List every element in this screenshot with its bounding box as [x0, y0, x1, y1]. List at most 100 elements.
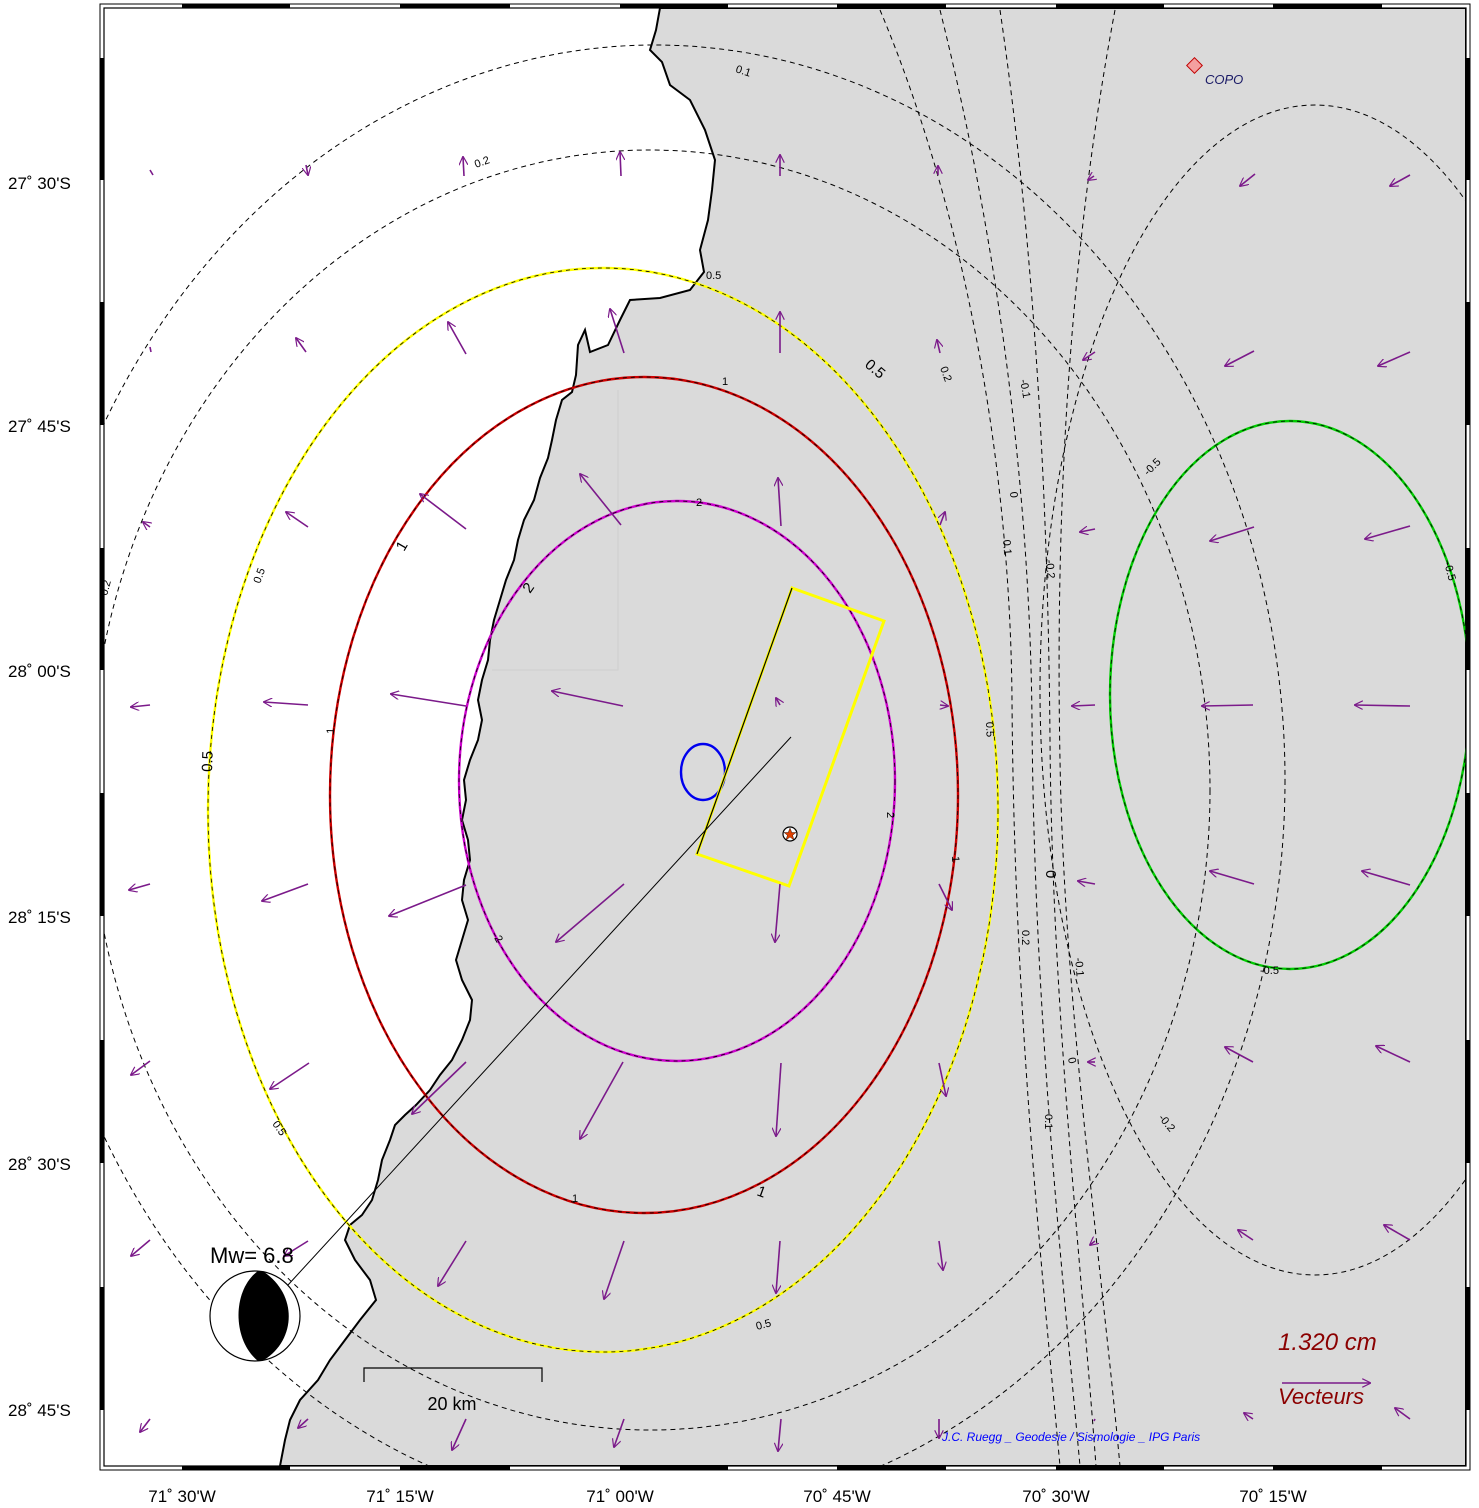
displacement-vector: [389, 884, 467, 916]
displacement-vector: [264, 702, 309, 705]
displacement-vector: [1090, 1241, 1095, 1245]
contour-label: 1: [325, 728, 337, 735]
displacement-vector: [580, 1061, 624, 1139]
contour-label: -0.2: [1043, 559, 1057, 579]
frame-tick-segment: [100, 1040, 104, 1163]
frame-tick-segment: [620, 1466, 728, 1470]
frame-tick-segment: [1466, 548, 1470, 670]
displacement-vector: [131, 1060, 151, 1075]
displacement-vectors: [129, 152, 1411, 1451]
displacement-vector: [306, 164, 308, 175]
contour-label: 0: [1042, 870, 1059, 878]
displacement-vector: [776, 1062, 782, 1136]
frame-tick-segment: [1466, 1287, 1470, 1410]
frame-tick-segment: [1466, 302, 1470, 425]
displacement-vector: [149, 169, 154, 176]
frame-tick-segment: [1273, 1466, 1382, 1470]
frame-ticks: [100, 4, 1470, 1470]
displacement-vector: [149, 346, 152, 353]
displacement-vector: [938, 883, 952, 910]
contour-label: 0.1: [1000, 539, 1013, 555]
lat-tick-label: 28˚ 45'S: [8, 1401, 71, 1420]
displacement-vector: [776, 1240, 780, 1293]
contour-label: 0.2: [937, 365, 954, 383]
contour-label: 2: [491, 934, 504, 945]
contour-label: 0.5: [983, 722, 996, 738]
frame-tick-segment: [1056, 4, 1164, 8]
lon-tick-label: 70˚ 45'W: [803, 1487, 871, 1506]
vector-scale: 1.320 cm Vecteurs: [1278, 1329, 1377, 1409]
lat-tick-label: 28˚ 30'S: [8, 1155, 71, 1174]
contour-label: 0.1: [1042, 1114, 1054, 1129]
contour-label: 0.5: [706, 270, 721, 282]
frame-tick-segment: [182, 1466, 290, 1470]
contour-0-2: [104, 149, 1211, 1431]
displacement-vector: [580, 474, 622, 526]
displacement-vector: [938, 1062, 946, 1096]
displacement-vector: [1395, 1408, 1411, 1420]
credit-text: J.C. Ruegg _ Geodesie / Sismologie _ IPG…: [941, 1430, 1200, 1444]
contour-zero: [999, 9, 1097, 1466]
displacement-vector: [1376, 1046, 1411, 1063]
displacement-vector: [939, 1240, 943, 1270]
displacement-vector: [131, 705, 151, 707]
contour-label: -0.1: [1017, 378, 1032, 399]
displacement-vector: [1378, 351, 1411, 366]
displacement-vector: [778, 478, 781, 527]
displacement-vector: [1078, 881, 1096, 884]
frame-tick-segment: [182, 4, 290, 8]
displacement-vector: [420, 494, 467, 530]
contour-label: 2: [696, 497, 702, 509]
map-frame: [99, 3, 1471, 1471]
beachball-compression-quadrant: [238, 1271, 289, 1361]
displacement-vector: [296, 338, 307, 353]
displacement-vector: [1210, 526, 1255, 541]
contour-label: 0.2: [473, 154, 491, 171]
contour-label: 0.5: [755, 1317, 773, 1333]
frame-tick-segment: [837, 1466, 946, 1470]
contour-label: 0.2: [98, 579, 114, 597]
displacement-vector: [1240, 173, 1256, 186]
lat-tick-label: 27˚ 30'S: [8, 174, 71, 193]
displacement-vector: [1093, 1418, 1096, 1422]
displacement-vector: [1202, 705, 1254, 706]
beachball-leader: [287, 736, 792, 1286]
contour-label: 0: [1007, 491, 1019, 498]
displacement-vector: [391, 694, 467, 707]
displacement-vector: [1384, 1225, 1411, 1241]
displacement-vector: [286, 512, 309, 528]
displacement-vector: [298, 1418, 309, 1428]
displacement-vector: [1365, 525, 1411, 539]
contour-neg-0-2: [1039, 104, 1466, 1276]
displacement-vector: [604, 1240, 625, 1299]
lat-tick-label: 27˚ 45'S: [8, 417, 71, 436]
lon-tick-label: 70˚ 30'W: [1022, 1487, 1090, 1506]
frame-tick-segment: [100, 548, 104, 670]
contour-label: 1: [572, 1193, 578, 1205]
displacement-vector: [1225, 350, 1255, 366]
frame-tick-segment: [1466, 1040, 1470, 1163]
displacement-vector: [556, 883, 625, 942]
lon-tick-label: 71˚ 30'W: [148, 1487, 216, 1506]
contour-label: 0: [1065, 1056, 1078, 1064]
displacement-vector: [1390, 174, 1411, 186]
lon-tick-label: 71˚ 15'W: [366, 1487, 434, 1506]
focal-mechanism: Mw= 6.8: [209, 1243, 301, 1362]
displacement-vector: [937, 340, 940, 354]
contour-label: -0.1: [1072, 957, 1086, 977]
contour-label: 0.2: [1019, 930, 1031, 945]
displacement-vector: [143, 522, 150, 527]
land-area: [278, 8, 1466, 1466]
scale-bar-line: [363, 1367, 543, 1382]
frame-tick-segment: [400, 4, 510, 8]
displacement-vector: [614, 1418, 625, 1447]
station-marker-icon: [1186, 57, 1203, 74]
subsector-outline: [492, 390, 619, 671]
displacement-vector: [448, 322, 467, 355]
lat-tick-label: 28˚ 15'S: [8, 908, 71, 927]
frame-tick-segment: [837, 4, 946, 8]
displacement-vector: [463, 157, 464, 177]
contour-label: -0.5: [1260, 965, 1279, 977]
magnitude-label: Mw= 6.8: [210, 1243, 294, 1268]
frame-tick-segment: [1273, 4, 1382, 8]
